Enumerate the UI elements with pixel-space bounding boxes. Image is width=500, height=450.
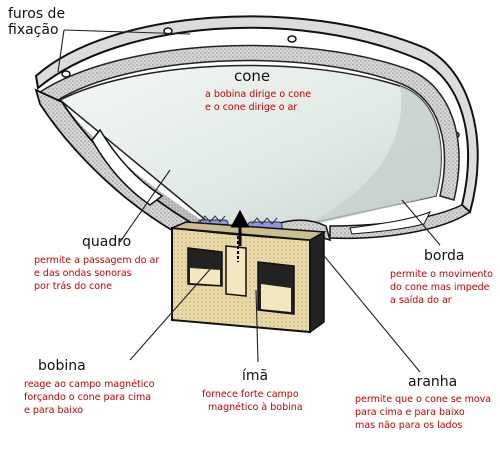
desc-quadro-line-1: permite a passagem do ar	[34, 255, 160, 266]
label-furos-line-1: furos de	[8, 6, 66, 22]
desc-cone: a bobina dirige o cone e o cone dirige o…	[205, 88, 311, 114]
desc-aranha-line-1: permite que o cone se mova	[355, 394, 492, 405]
desc-borda-line-1: permite o movimento	[390, 269, 493, 280]
up-down-arrow-icon	[230, 209, 250, 246]
desc-ima: fornece forte campo magnético à bobina	[202, 388, 303, 414]
desc-quadro-line-3: por trás do cone	[34, 281, 112, 292]
magnet-assembly	[171, 221, 327, 334]
desc-borda-line-2: do cone mas impede	[390, 282, 490, 293]
desc-quadro-line-2: e das ondas sonoras	[34, 268, 132, 279]
label-quadro: quadro	[82, 234, 132, 250]
label-borda: borda	[424, 248, 465, 264]
label-furos-de-fixacao: furos de fixação	[8, 6, 65, 38]
desc-cone-line-2: e o cone dirige o ar	[205, 102, 298, 113]
desc-borda-line-3: a saída do ar	[390, 295, 452, 306]
desc-bobina-line-2: forçando o cone para cima	[24, 392, 152, 403]
desc-ima-line-1: fornece forte campo	[202, 389, 299, 400]
desc-ima-line-2: magnético à bobina	[208, 402, 303, 413]
desc-bobina-line-3: e para baixo	[24, 405, 84, 416]
desc-bobina-line-1: reage ao campo magnético	[24, 379, 155, 390]
label-furos-line-2: fixação	[8, 22, 59, 38]
leader-lines	[57, 29, 441, 373]
label-ima: ímã	[242, 368, 269, 384]
desc-borda: permite o movimento do cone mas impede a…	[390, 268, 493, 307]
desc-aranha: permite que o cone se mova para cima e p…	[355, 393, 491, 432]
surround-borda	[38, 44, 460, 201]
desc-aranha-line-2: para cima e para baixo	[355, 407, 465, 418]
label-cone: cone	[234, 67, 271, 85]
label-bobina: bobina	[38, 358, 86, 374]
frame-window	[91, 128, 164, 206]
desc-bobina: reage ao campo magnético forçando o cone…	[24, 378, 154, 417]
desc-aranha-line-3: mas não para os lados	[355, 420, 463, 431]
desc-quadro: permite a passagem do ar e das ondas son…	[34, 254, 159, 293]
label-aranha: aranha	[408, 374, 458, 390]
desc-cone-line-1: a bobina dirige o cone	[205, 89, 312, 100]
